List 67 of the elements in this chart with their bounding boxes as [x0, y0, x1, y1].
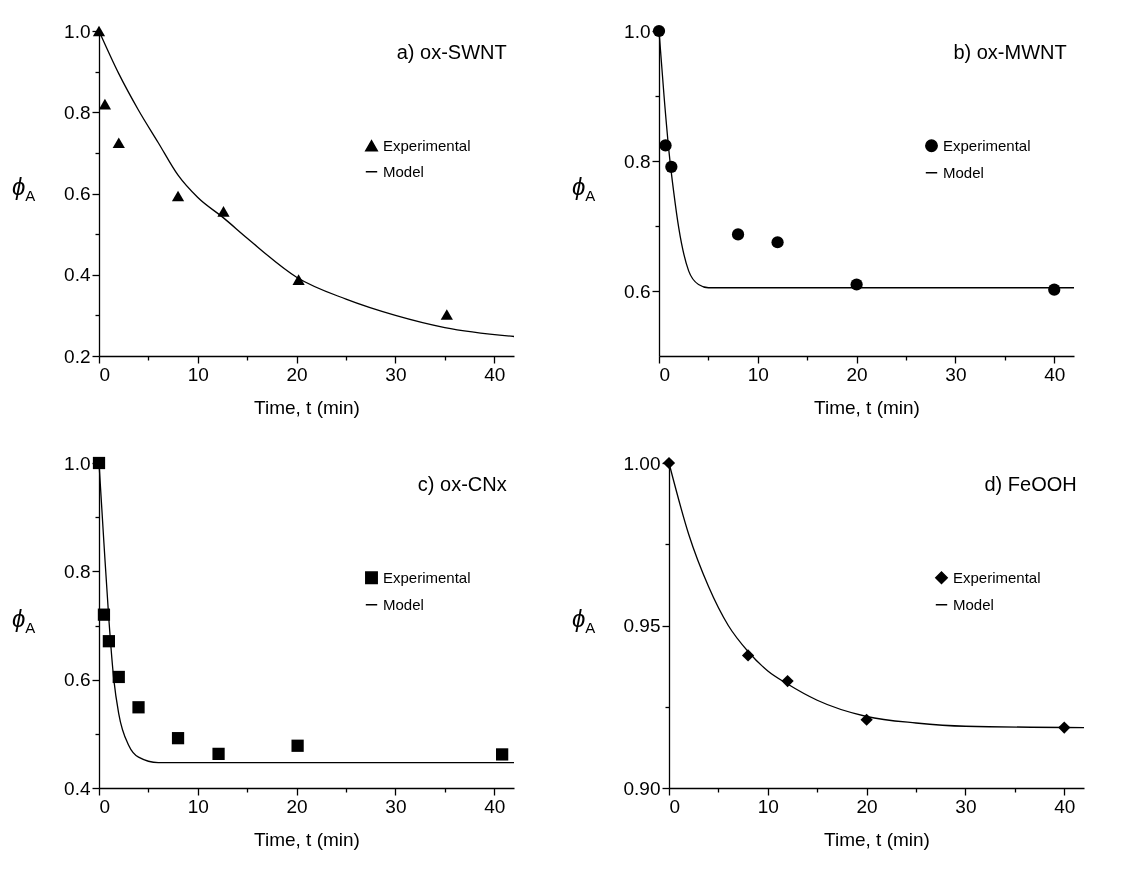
y-tick-label: 0.6 [64, 669, 91, 691]
x-tick-label: 0 [669, 795, 681, 817]
point [212, 747, 225, 760]
y-tick-label: 0.2 [64, 345, 91, 367]
y-tick-label: 0.8 [624, 150, 651, 172]
point [731, 228, 745, 241]
x-tick-label: 0 [99, 363, 111, 385]
x-tick-label: 40 [1054, 795, 1076, 817]
legend-label: Model [953, 595, 994, 613]
x-tick-label: 10 [187, 795, 209, 817]
point [440, 309, 453, 320]
y-tick-label: 0.95 [623, 615, 661, 636]
legend-label: Model [383, 162, 424, 180]
y-axis-title: ϕ$_{A}$ [572, 604, 596, 636]
y-tick-label: 1.0 [64, 20, 91, 42]
x-tick-label: 20 [846, 363, 868, 385]
x-tick-label: 30 [955, 795, 977, 817]
legend-label: Experimental [953, 568, 1041, 586]
y-axis-title: ϕ$_{A}$ [12, 172, 36, 204]
point [171, 732, 185, 745]
y-tick-label: 0.90 [623, 777, 661, 799]
legend-label: Model [383, 595, 424, 613]
y-tick-label: 0.8 [64, 101, 91, 123]
x-axis-title: Time, t (min) [824, 828, 930, 850]
y-axis-title: ϕ$_{A}$ [572, 172, 596, 204]
y-tick-label: 0.8 [64, 560, 91, 582]
x-tick-label: 30 [385, 363, 407, 385]
point [112, 137, 125, 149]
x-tick-label: 40 [1044, 363, 1066, 385]
y-tick-label: 1.00 [623, 452, 661, 474]
x-axis-title: Time, t (min) [814, 396, 920, 418]
x-tick-label: 40 [484, 363, 506, 385]
x-axis-title: Time, t (min) [254, 396, 360, 418]
x-tick-label: 0 [659, 363, 671, 385]
x-tick-label: 20 [856, 795, 878, 817]
text: c) ox-CNx [417, 473, 507, 495]
point [171, 190, 185, 202]
y-tick-label: 0.6 [64, 183, 91, 204]
y-tick-label: 0.4 [64, 264, 91, 286]
point [771, 236, 784, 249]
legend-label: Model [943, 163, 984, 181]
y-tick-label: 0.4 [64, 777, 91, 799]
legend-label: Experimental [383, 136, 471, 154]
x-tick-label: 20 [286, 363, 308, 385]
y-tick-label: 1.0 [64, 452, 91, 474]
x-tick-label: 10 [757, 795, 779, 817]
x-axis-title: Time, t (min) [254, 828, 360, 850]
point [496, 748, 509, 761]
y-axis-title: ϕ$_{A}$ [12, 604, 36, 636]
legend-label: Experimental [943, 136, 1031, 154]
text: d) FeOOH [984, 473, 1077, 495]
text: a) ox-SWNT [396, 41, 507, 63]
point [98, 98, 112, 110]
y-tick-label: 0.6 [624, 280, 651, 302]
point [132, 701, 145, 714]
x-tick-label: 20 [286, 795, 308, 817]
legend-label: Experimental [383, 568, 471, 586]
x-tick-label: 10 [187, 363, 209, 385]
x-tick-label: 40 [484, 795, 506, 817]
x-tick-label: 30 [385, 795, 407, 817]
x-tick-label: 0 [99, 795, 111, 817]
point [217, 206, 230, 217]
y-tick-label: 1.0 [624, 20, 651, 42]
point [291, 739, 304, 752]
x-tick-label: 30 [945, 363, 967, 385]
text: b) ox-MWNT [953, 41, 1067, 63]
x-tick-label: 10 [747, 363, 769, 385]
